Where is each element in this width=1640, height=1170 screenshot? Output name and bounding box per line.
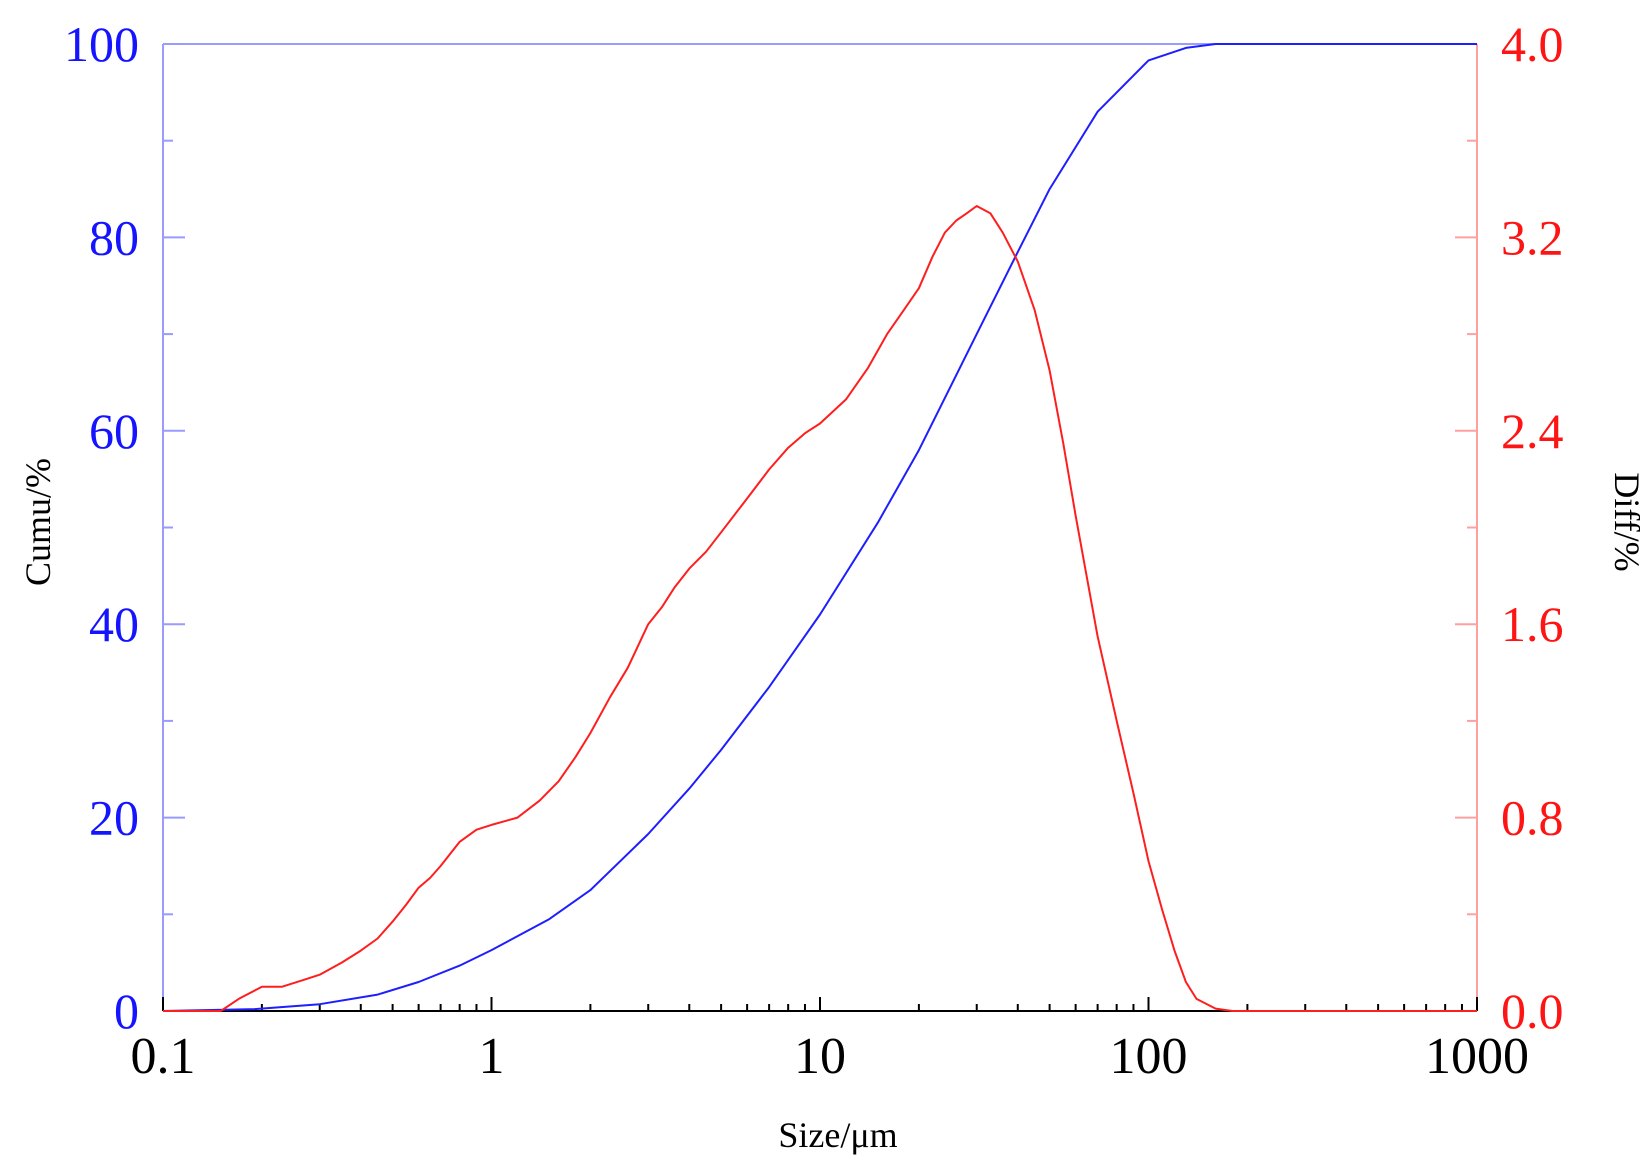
right-y-tick-label: 3.2 xyxy=(1501,209,1564,265)
x-tick-label: 1000 xyxy=(1425,1028,1529,1085)
x-tick-label: 10 xyxy=(794,1028,846,1085)
tick-labels: 0.1 1 10 100 1000 0 20 40 60 80 100 0.0 0.8 1.6 2.4 3.2… xyxy=(64,16,1564,1085)
series-layer xyxy=(162,43,1477,1012)
x-tick-label: 0.1 xyxy=(131,1028,196,1085)
right-y-tick-label: 4.0 xyxy=(1501,16,1564,72)
right-y-tick-label: 2.4 xyxy=(1501,403,1564,459)
x-tick-label: 1 xyxy=(479,1028,505,1085)
left-y-tick-label: 0 xyxy=(114,983,139,1039)
right-y-tick-label: 1.6 xyxy=(1501,596,1564,652)
left-axis-title: Cumu/% xyxy=(18,458,58,586)
left-y-tick-label: 60 xyxy=(89,403,139,459)
left-y-tick-label: 80 xyxy=(89,209,139,265)
right-axis-title: Diff/% xyxy=(1607,472,1640,571)
left-y-tick-label: 20 xyxy=(89,790,139,846)
differential-curve xyxy=(163,205,1477,1012)
axes xyxy=(162,43,1478,1012)
x-tick-label: 100 xyxy=(1110,1028,1188,1085)
right-y-tick-label: 0.0 xyxy=(1501,983,1564,1039)
right-y-tick-label: 0.8 xyxy=(1501,790,1564,846)
cumulative-curve xyxy=(162,43,1477,1012)
x-axis-title: Size/μm xyxy=(778,1115,897,1155)
left-y-tick-label: 100 xyxy=(64,16,139,72)
left-y-tick-label: 40 xyxy=(89,596,139,652)
